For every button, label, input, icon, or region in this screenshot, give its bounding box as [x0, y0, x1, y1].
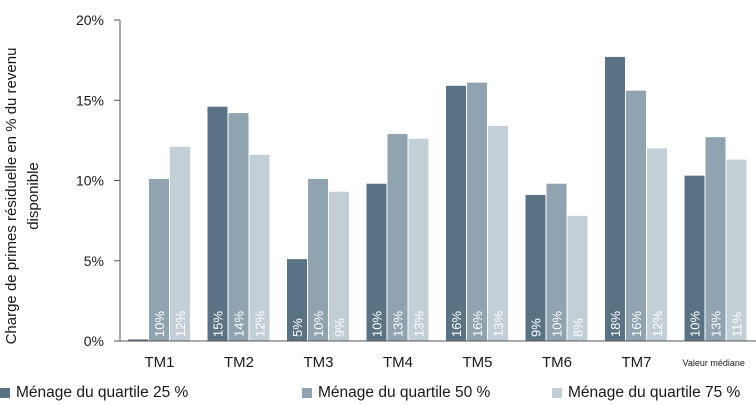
y-tick-label: 5% — [84, 253, 104, 269]
bar — [308, 178, 328, 341]
bar-data-label: 15% — [211, 311, 226, 337]
bar-data-label: 12% — [173, 311, 188, 337]
bar-data-label: 12% — [253, 311, 268, 337]
bar — [605, 56, 625, 341]
x-category-label: Valeur médiane — [683, 358, 745, 368]
y-tick-label: 0% — [84, 333, 104, 349]
bar-data-label: 10% — [688, 311, 703, 337]
y-tick-label: 10% — [76, 173, 104, 189]
x-category-label: TM5 — [463, 354, 493, 371]
bar — [329, 191, 349, 341]
y-axis-label: Charge de primes résiduelle en % du reve… — [3, 48, 42, 345]
bar-chart: Charge de primes résiduelle en % du reve… — [3, 12, 756, 371]
x-category-label: TM3 — [304, 354, 334, 371]
bar-data-label: 8% — [571, 318, 586, 337]
legend-swatch — [302, 388, 312, 398]
bar — [647, 148, 667, 341]
bars — [128, 56, 747, 342]
y-axis-ticks: 0% 5% 10% 15% 20% — [76, 12, 120, 349]
bar — [408, 138, 429, 341]
legend: Ménage du quartile 25 % Ménage du quartil… — [0, 384, 756, 404]
bar — [626, 90, 646, 342]
bar — [525, 194, 546, 341]
bar-data-label: 9% — [529, 318, 544, 337]
axes — [119, 20, 756, 342]
x-axis-categories: TM1 TM2 TM3 TM4 TM5 TM6 TM7 Valeur médiane — [145, 354, 745, 371]
bar-data-label: 14% — [232, 311, 247, 337]
bar-data-label: 0% — [131, 318, 146, 337]
bar-data-label: 16% — [629, 311, 644, 337]
bar — [446, 85, 466, 342]
legend-label: Ménage du quartile 75 % — [568, 384, 741, 401]
legend-label: Ménage du quartile 50 % — [318, 384, 491, 401]
legend-item: Ménage du quartile 75 % — [552, 384, 740, 402]
bar-data-label: 10% — [550, 311, 565, 337]
bar-data-label: 13% — [391, 311, 406, 337]
x-category-label: TM1 — [145, 354, 175, 371]
data-labels: 0% 10% 12% 15% 14% 12% 5% 10% 9% 10% 13% 13% 16% 16% 1… — [131, 311, 745, 337]
bar — [170, 146, 190, 341]
bar — [705, 137, 726, 341]
bar-data-label: 10% — [370, 311, 385, 337]
legend-item: Ménage du quartile 50 % — [302, 384, 490, 402]
bar — [546, 183, 567, 341]
bar-data-label: 11% — [730, 312, 745, 337]
bar — [228, 113, 249, 341]
bar — [207, 106, 228, 341]
bar — [249, 154, 270, 341]
bar-data-label: 13% — [709, 311, 724, 337]
bar — [467, 82, 487, 341]
bar — [684, 175, 705, 341]
bar-data-label: 16% — [470, 311, 485, 337]
bar-data-label: 10% — [311, 311, 326, 337]
x-category-label: TM2 — [224, 354, 254, 371]
bar-data-label: 13% — [412, 311, 427, 337]
bar — [287, 259, 307, 341]
bar-data-label: 5% — [290, 318, 305, 337]
bar-data-label: 13% — [491, 311, 506, 337]
bar — [567, 215, 588, 341]
bar-data-label: 10% — [152, 311, 167, 337]
bar — [488, 125, 508, 342]
bar — [128, 339, 148, 341]
y-axis-label-line-1: Charge de primes résiduelle en % du reve… — [3, 48, 20, 345]
bar — [387, 133, 408, 341]
bar-data-label: 16% — [449, 311, 464, 337]
y-axis-label-line-2: disponible — [25, 162, 42, 230]
legend-label: Ménage du quartile 25 % — [16, 384, 189, 401]
bar-data-label: 12% — [650, 311, 665, 337]
legend-item: Ménage du quartile 25 % — [0, 384, 188, 402]
legend-swatch — [0, 388, 10, 398]
x-category-label: TM4 — [383, 354, 413, 371]
bar-data-label: 9% — [332, 318, 347, 337]
x-category-label: TM6 — [542, 354, 572, 371]
y-tick-label: 15% — [76, 92, 104, 108]
x-category-label: TM7 — [622, 354, 652, 371]
bar — [366, 183, 387, 341]
bar — [726, 159, 747, 341]
bar — [149, 178, 169, 341]
bar-data-label: 18% — [608, 311, 623, 337]
y-tick-label: 20% — [76, 12, 104, 28]
legend-swatch — [552, 388, 562, 398]
